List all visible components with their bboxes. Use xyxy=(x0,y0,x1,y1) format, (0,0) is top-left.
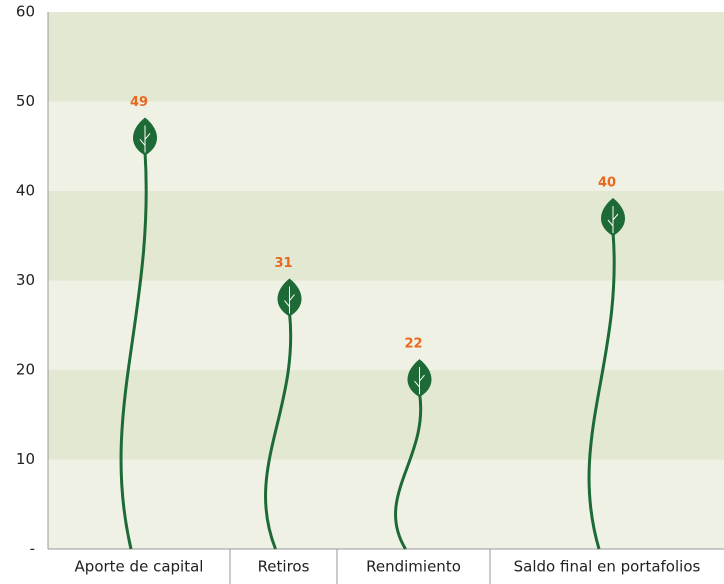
grid-band xyxy=(48,191,724,281)
y-tick-label: 60 xyxy=(16,3,35,21)
x-tick-label: Rendimiento xyxy=(366,558,461,576)
y-tick-label: 30 xyxy=(16,271,35,289)
page: - 10 20 30 40 50 60 Aporte de capital 49 Retiros 3… xyxy=(0,0,724,584)
value-label: 49 xyxy=(130,95,148,110)
y-tick-label: - xyxy=(30,540,35,558)
grid-band xyxy=(48,460,724,550)
value-label: 40 xyxy=(598,176,616,191)
grid-band xyxy=(48,370,724,460)
x-tick-label: Retiros xyxy=(258,558,310,576)
grid-band xyxy=(48,12,724,102)
value-label: 31 xyxy=(274,256,292,271)
x-tick-label: Aporte de capital xyxy=(75,558,204,576)
grid-band xyxy=(48,281,724,371)
y-tick-label: 20 xyxy=(16,361,35,379)
chart: - 10 20 30 40 50 60 Aporte de capital 49 Retiros 3… xyxy=(0,0,724,584)
y-tick-label: 10 xyxy=(16,450,35,468)
y-tick-label: 50 xyxy=(16,92,35,110)
y-tick-label: 40 xyxy=(16,182,35,200)
x-tick-label: Saldo final en portafolios xyxy=(514,558,701,576)
value-label: 22 xyxy=(404,337,422,352)
